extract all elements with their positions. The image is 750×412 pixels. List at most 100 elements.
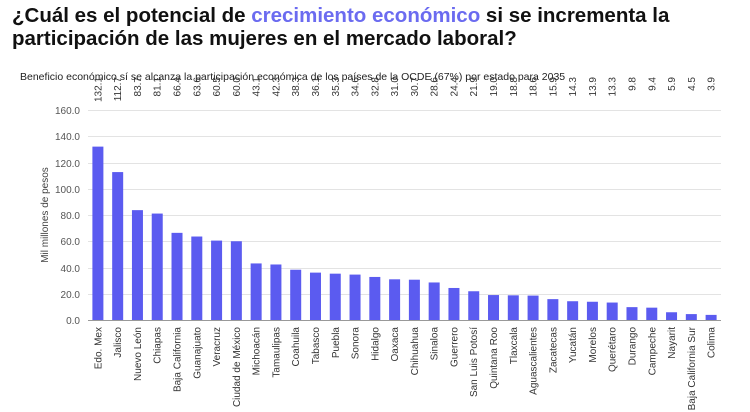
bar bbox=[171, 232, 183, 320]
data-label: 9.8 bbox=[627, 77, 638, 91]
bar bbox=[685, 314, 697, 320]
bar bbox=[131, 210, 143, 320]
data-label: 4.5 bbox=[687, 77, 698, 91]
bar bbox=[646, 307, 658, 320]
data-label: 132.1 bbox=[93, 77, 104, 102]
data-label: 14.3 bbox=[568, 77, 579, 97]
x-tick-label: Hidalgo bbox=[370, 327, 381, 361]
bar bbox=[626, 307, 638, 320]
y-tick-label: 160.0 bbox=[55, 106, 80, 117]
x-tick-label: Morelos bbox=[588, 327, 599, 363]
data-label: 32.8 bbox=[370, 77, 381, 97]
bar bbox=[527, 295, 539, 320]
bar bbox=[112, 172, 124, 320]
gridlines bbox=[88, 110, 721, 295]
x-tick-label: Baja California Sur bbox=[687, 326, 698, 410]
data-label: 63.6 bbox=[192, 77, 203, 97]
data-label: 34.6 bbox=[351, 77, 362, 97]
x-tick-label: Colima bbox=[707, 327, 718, 359]
data-label: 60.5 bbox=[212, 77, 223, 97]
x-tick-label: Chihuahua bbox=[410, 327, 421, 376]
bar bbox=[389, 279, 401, 320]
x-tick-label: Coahuila bbox=[291, 327, 302, 367]
bars bbox=[92, 146, 717, 320]
bar bbox=[92, 146, 104, 320]
data-label: 42.3 bbox=[271, 77, 282, 97]
data-labels: 132.1 112.7 83.7 81.1 66.4 63.6 60.5 60.0 43.1 42… bbox=[93, 77, 717, 102]
x-tick-label: Durango bbox=[627, 327, 638, 366]
x-tick-label: Baja California bbox=[173, 327, 184, 392]
bar bbox=[151, 213, 163, 320]
data-label: 15.9 bbox=[548, 77, 559, 97]
x-tick-label: Quintana Roo bbox=[489, 327, 500, 389]
bar bbox=[606, 302, 618, 320]
x-tick-label: Querétaro bbox=[608, 327, 619, 372]
y-tick-label: 80.0 bbox=[61, 211, 81, 222]
bar bbox=[290, 269, 302, 320]
data-label: 83.7 bbox=[133, 77, 144, 97]
y-tick-label: 100.0 bbox=[55, 185, 80, 196]
x-tick-label: Tlaxcala bbox=[509, 327, 520, 365]
bar bbox=[250, 263, 262, 320]
data-label: 13.9 bbox=[588, 77, 599, 97]
bar bbox=[448, 287, 460, 320]
y-tick-label: 0.0 bbox=[66, 316, 80, 327]
title-highlight: crecimiento económico bbox=[251, 4, 481, 27]
data-label: 43.1 bbox=[252, 77, 263, 97]
data-label: 5.9 bbox=[667, 77, 678, 91]
bar bbox=[211, 240, 223, 320]
y-axis-label: Mil millones de pesos bbox=[40, 167, 51, 263]
y-tick-label: 40.0 bbox=[61, 264, 81, 275]
data-label: 30.7 bbox=[410, 77, 421, 97]
data-label: 18.8 bbox=[509, 77, 520, 97]
data-label: 38.3 bbox=[291, 77, 302, 97]
x-tick-label: Tamaulipas bbox=[271, 327, 282, 378]
bar bbox=[586, 301, 598, 320]
y-tick-label: 120.0 bbox=[55, 159, 80, 170]
page-title: ¿Cuál es el potencial de crecimiento eco… bbox=[12, 4, 742, 50]
bar bbox=[349, 274, 361, 320]
bar bbox=[567, 301, 579, 320]
bar bbox=[705, 314, 717, 320]
data-label: 3.9 bbox=[707, 77, 718, 91]
x-tick-label: Jalisco bbox=[113, 327, 124, 358]
x-tick-label: Michoacán bbox=[252, 327, 263, 375]
x-tick-label: Yucatán bbox=[568, 327, 579, 363]
x-tick-label: San Luis Potosí bbox=[469, 327, 480, 397]
x-tick-label: Edo. Mex bbox=[93, 327, 104, 369]
bar bbox=[329, 273, 341, 320]
x-tick-label: Sonora bbox=[351, 327, 362, 360]
bar bbox=[270, 264, 282, 320]
bar bbox=[369, 276, 381, 320]
data-label: 31.0 bbox=[390, 77, 401, 97]
y-tick-label: 140.0 bbox=[55, 132, 80, 143]
x-tick-label: Chiapas bbox=[153, 327, 164, 364]
bar bbox=[191, 236, 203, 320]
data-label: 24.4 bbox=[449, 77, 460, 97]
y-axis-ticks: 0.0 20.0 40.0 60.0 80.0 100.0 120.0 140.0 160.0 bbox=[55, 106, 80, 327]
x-tick-label: Campeche bbox=[647, 327, 658, 376]
data-label: 35.3 bbox=[331, 77, 342, 97]
data-label: 60.0 bbox=[232, 77, 243, 97]
x-tick-label: Aguascalientes bbox=[529, 327, 540, 395]
x-tick-label: Sinaloa bbox=[430, 327, 441, 361]
x-tick-label: Nuevo León bbox=[133, 327, 144, 381]
x-tick-label: Nayarit bbox=[667, 327, 678, 359]
x-tick-label: Tabasco bbox=[311, 327, 322, 365]
x-tick-label: Oaxaca bbox=[390, 327, 401, 362]
bar bbox=[230, 241, 242, 320]
data-label: 36.1 bbox=[311, 77, 322, 97]
data-label: 19.0 bbox=[489, 77, 500, 97]
bar bbox=[428, 282, 440, 320]
bar bbox=[666, 312, 678, 320]
bar bbox=[408, 279, 420, 320]
bar bbox=[547, 299, 559, 320]
data-label: 66.4 bbox=[173, 77, 184, 97]
x-tick-label: Zacatecas bbox=[548, 327, 559, 373]
x-tick-label: Ciudad de México bbox=[232, 327, 243, 407]
chart-subtitle: Beneficio económico sí se alcanza la par… bbox=[20, 71, 565, 83]
bar bbox=[468, 291, 480, 320]
y-tick-label: 20.0 bbox=[61, 290, 81, 301]
bar-chart: Beneficio económico sí se alcanza la par… bbox=[20, 71, 721, 410]
data-label: 81.1 bbox=[153, 77, 164, 97]
